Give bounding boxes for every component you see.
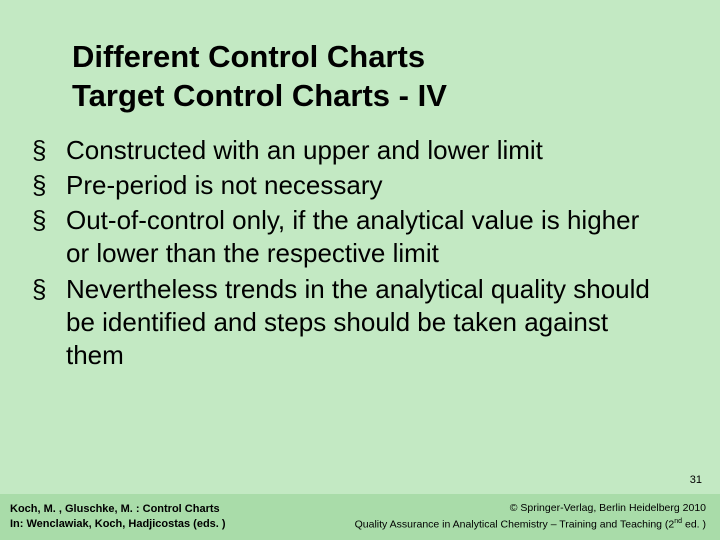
footer-right-line2-suffix: ed. )	[682, 518, 706, 530]
footer-right-line2-prefix: Quality Assurance in Analytical Chemistr…	[355, 518, 675, 530]
footer-left-line1: Koch, M. , Gluschke, M. : Control Charts	[10, 502, 226, 517]
bullet-item: Nevertheless trends in the analytical qu…	[32, 273, 660, 373]
footer-right-line2: Quality Assurance in Analytical Chemistr…	[355, 517, 706, 533]
bullet-text: Out-of-control only, if the analytical v…	[66, 205, 639, 268]
footer-right: © Springer-Verlag, Berlin Heidelberg 201…	[355, 501, 706, 533]
bullet-text: Constructed with an upper and lower limi…	[66, 135, 543, 165]
bullet-item: Pre-period is not necessary	[32, 169, 660, 202]
title-line-2: Target Control Charts - IV	[72, 77, 660, 116]
bullet-text: Nevertheless trends in the analytical qu…	[66, 274, 650, 371]
footer-bar: Koch, M. , Gluschke, M. : Control Charts…	[0, 494, 720, 540]
footer-right-line1: © Springer-Verlag, Berlin Heidelberg 201…	[355, 501, 706, 517]
bullet-item: Out-of-control only, if the analytical v…	[32, 204, 660, 271]
slide-title: Different Control Charts Target Control …	[72, 38, 660, 116]
slide-container: Different Control Charts Target Control …	[0, 0, 720, 540]
bullet-list: Constructed with an upper and lower limi…	[32, 134, 660, 373]
footer-left-line2: In: Wenclawiak, Koch, Hadjicostas (eds. …	[10, 517, 226, 532]
page-number: 31	[690, 474, 702, 486]
bullet-text: Pre-period is not necessary	[66, 170, 382, 200]
bullet-item: Constructed with an upper and lower limi…	[32, 134, 660, 167]
footer-left: Koch, M. , Gluschke, M. : Control Charts…	[10, 502, 226, 532]
title-line-1: Different Control Charts	[72, 38, 660, 77]
footer-right-line2-sup: nd	[674, 518, 682, 525]
